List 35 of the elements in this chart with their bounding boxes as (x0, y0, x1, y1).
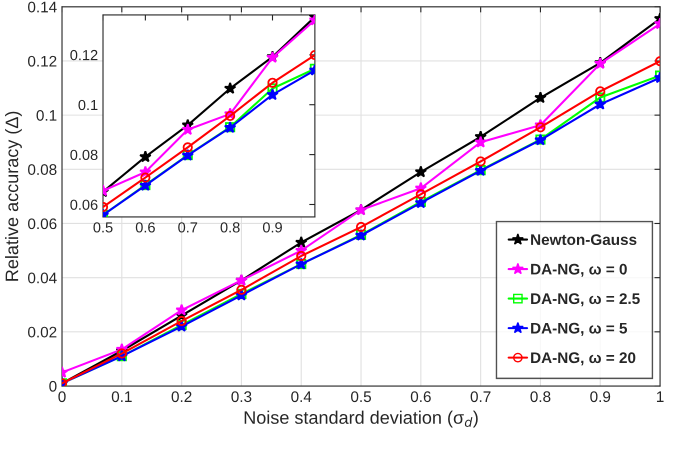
x-tick-label: 0.8 (220, 222, 240, 233)
y-tick-label: 0.08 (70, 150, 98, 160)
x-tick-label: 0.3 (231, 391, 252, 402)
y-tick-label: 0 (49, 380, 57, 392)
y-tick-label: 0.12 (28, 56, 56, 67)
x-tick-label: 0.6 (410, 391, 431, 402)
y-tick-label: 0.04 (28, 272, 57, 284)
y-tick-label: 0.02 (28, 326, 56, 338)
x-tick-label: 0.4 (291, 391, 312, 402)
legend-label: Newton-Gauss (531, 234, 636, 246)
y-tick-label: 0.1 (36, 110, 56, 121)
y-tick-label: 0.12 (70, 50, 98, 60)
x-tick-label: 0.1 (112, 391, 132, 402)
legend-label: DA-NG, ω = 5 (531, 322, 628, 336)
legend-label: DA-NG, ω = 20 (531, 352, 636, 366)
x-tick-label: 0.2 (172, 391, 192, 402)
y-tick-label: 0.06 (28, 218, 56, 230)
x-tick-label: 0.8 (530, 391, 550, 402)
y-tick-label: 0.14 (28, 2, 57, 12)
y-tick-label: 0.08 (28, 164, 56, 175)
x-tick-label: 0.7 (470, 391, 490, 402)
legend-label: DA-NG, ω = 2.5 (531, 293, 640, 306)
y-tick-label: 0.06 (70, 200, 98, 210)
x-tick-label: 1 (656, 391, 664, 402)
x-axis-title: Noise standard deviation (σ$_{d}$) (244, 410, 478, 428)
x-tick-label: 0.6 (136, 222, 155, 233)
x-tick-label: 0.9 (590, 391, 610, 402)
x-tick-label: 0.9 (262, 222, 282, 233)
x-tick-label: 0.5 (351, 391, 372, 402)
x-tick-label: 0.5 (93, 222, 113, 233)
y-axis-title: Relative accuracy (Δ) (5, 112, 22, 281)
x-tick-label: 0.7 (178, 222, 198, 233)
x-tick-label: 0 (58, 391, 66, 402)
legend-label: DA-NG, ω = 0 (531, 264, 627, 277)
y-tick-label: 0.1 (78, 100, 98, 110)
